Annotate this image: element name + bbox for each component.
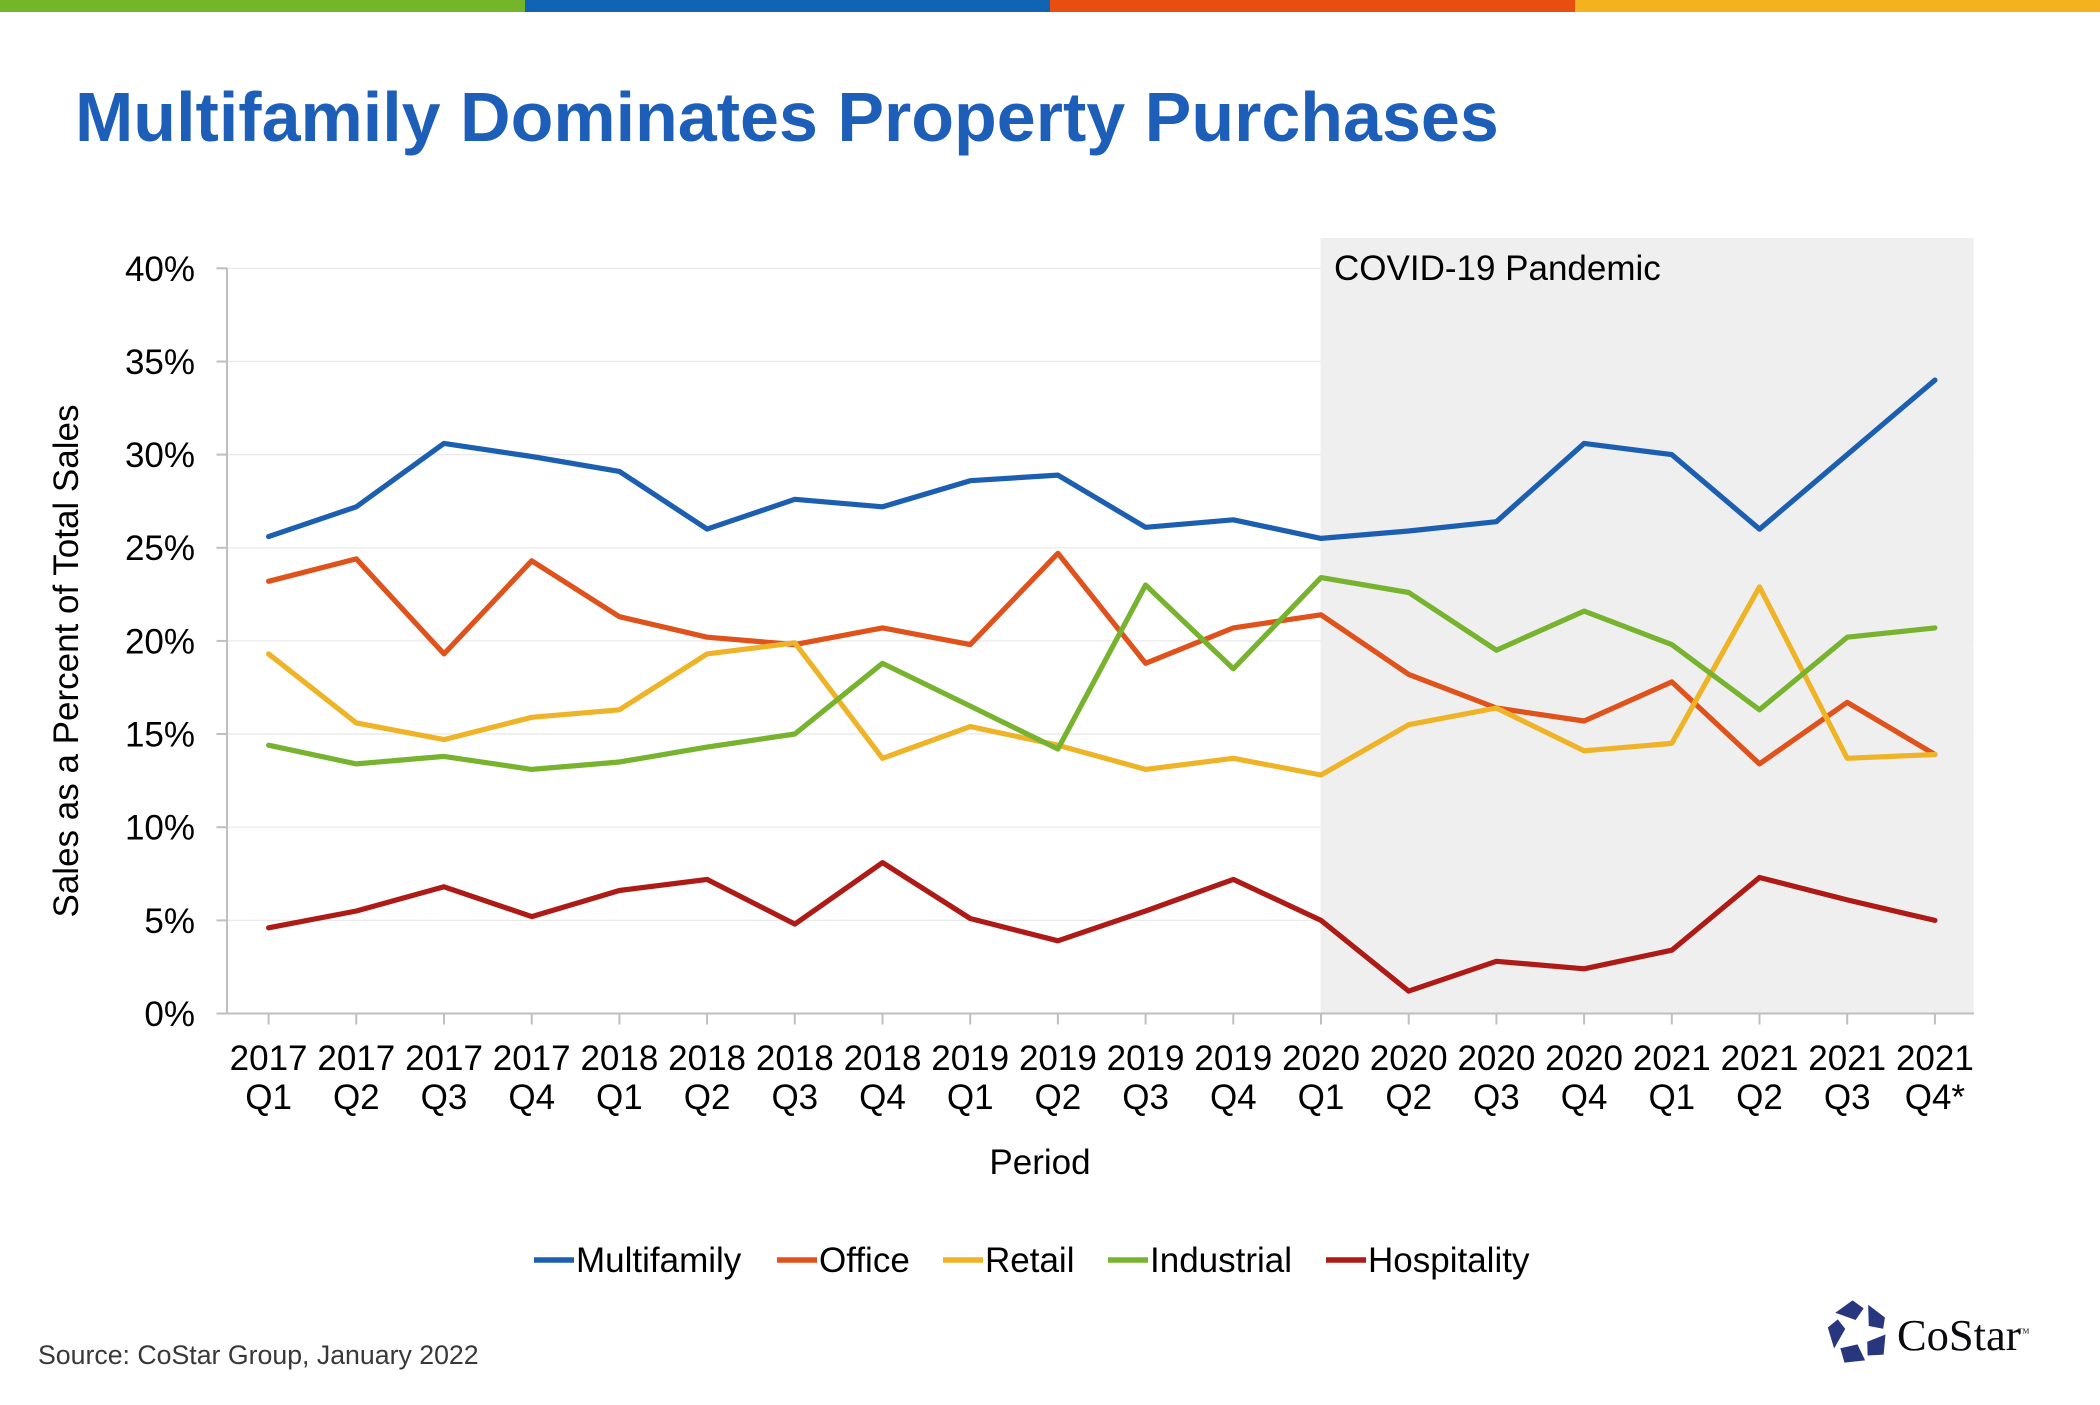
svg-text:Q4: Q4 [1210,1078,1257,1117]
svg-text:2019: 2019 [931,1039,1009,1078]
svg-text:2020: 2020 [1457,1039,1535,1078]
svg-text:Q2: Q2 [1035,1078,1082,1117]
svg-text:2021: 2021 [1896,1039,1974,1078]
svg-text:2020: 2020 [1370,1039,1448,1078]
svg-text:Q4: Q4 [508,1078,555,1117]
svg-text:Industrial: Industrial [1150,1241,1292,1280]
svg-text:Q3: Q3 [421,1078,468,1117]
svg-text:35%: 35% [125,343,195,382]
svg-text:Q2: Q2 [1736,1078,1783,1117]
svg-text:Q1: Q1 [1648,1078,1695,1117]
svg-text:Multifamily Dominates Property: Multifamily Dominates Property Purchases [75,78,1499,156]
svg-text:Q4*: Q4* [1905,1078,1966,1117]
svg-text:2019: 2019 [1107,1039,1185,1078]
svg-text:Sales as a Percent of Total Sa: Sales as a Percent of Total Sales [47,405,86,918]
svg-text:Q3: Q3 [1122,1078,1169,1117]
svg-text:CoStar: CoStar [1897,1310,2021,1360]
svg-text:25%: 25% [125,529,195,568]
svg-text:2017: 2017 [405,1039,483,1078]
svg-text:TM: TM [2018,1327,2030,1336]
svg-text:Q4: Q4 [1561,1078,1608,1117]
svg-text:Q1: Q1 [245,1078,292,1117]
svg-text:40%: 40% [125,250,195,289]
svg-text:5%: 5% [144,902,195,941]
svg-text:COVID-19 Pandemic: COVID-19 Pandemic [1334,249,1661,288]
svg-text:2019: 2019 [1194,1039,1272,1078]
svg-text:10%: 10% [125,809,195,848]
svg-text:Q3: Q3 [1473,1078,1520,1117]
svg-text:2018: 2018 [756,1039,834,1078]
svg-text:2018: 2018 [580,1039,658,1078]
svg-text:2018: 2018 [844,1039,922,1078]
svg-text:Q2: Q2 [333,1078,380,1117]
svg-text:2017: 2017 [230,1039,308,1078]
svg-text:Office: Office [819,1241,910,1280]
svg-text:Q1: Q1 [1298,1078,1345,1117]
svg-text:Hospitality: Hospitality [1368,1241,1530,1280]
svg-text:2017: 2017 [317,1039,395,1078]
svg-text:Retail: Retail [985,1241,1074,1280]
svg-text:2017: 2017 [493,1039,571,1078]
svg-text:2020: 2020 [1282,1039,1360,1078]
svg-text:Q3: Q3 [1824,1078,1871,1117]
svg-text:20%: 20% [125,622,195,661]
svg-text:Q4: Q4 [859,1078,906,1117]
svg-text:2018: 2018 [668,1039,746,1078]
svg-text:Q2: Q2 [1385,1078,1432,1117]
svg-text:2020: 2020 [1545,1039,1623,1078]
svg-text:0%: 0% [144,995,195,1034]
svg-text:Q1: Q1 [596,1078,643,1117]
svg-text:2021: 2021 [1808,1039,1886,1078]
svg-text:2019: 2019 [1019,1039,1097,1078]
svg-text:Source: CoStar Group, January: Source: CoStar Group, January 2022 [38,1340,479,1370]
svg-text:15%: 15% [125,716,195,755]
svg-text:Q3: Q3 [771,1078,818,1117]
svg-text:Q1: Q1 [947,1078,994,1117]
svg-text:2021: 2021 [1721,1039,1799,1078]
svg-text:Period: Period [989,1143,1090,1182]
svg-text:Q2: Q2 [684,1078,731,1117]
svg-text:30%: 30% [125,436,195,475]
svg-text:2021: 2021 [1633,1039,1711,1078]
svg-text:Multifamily: Multifamily [576,1241,742,1280]
